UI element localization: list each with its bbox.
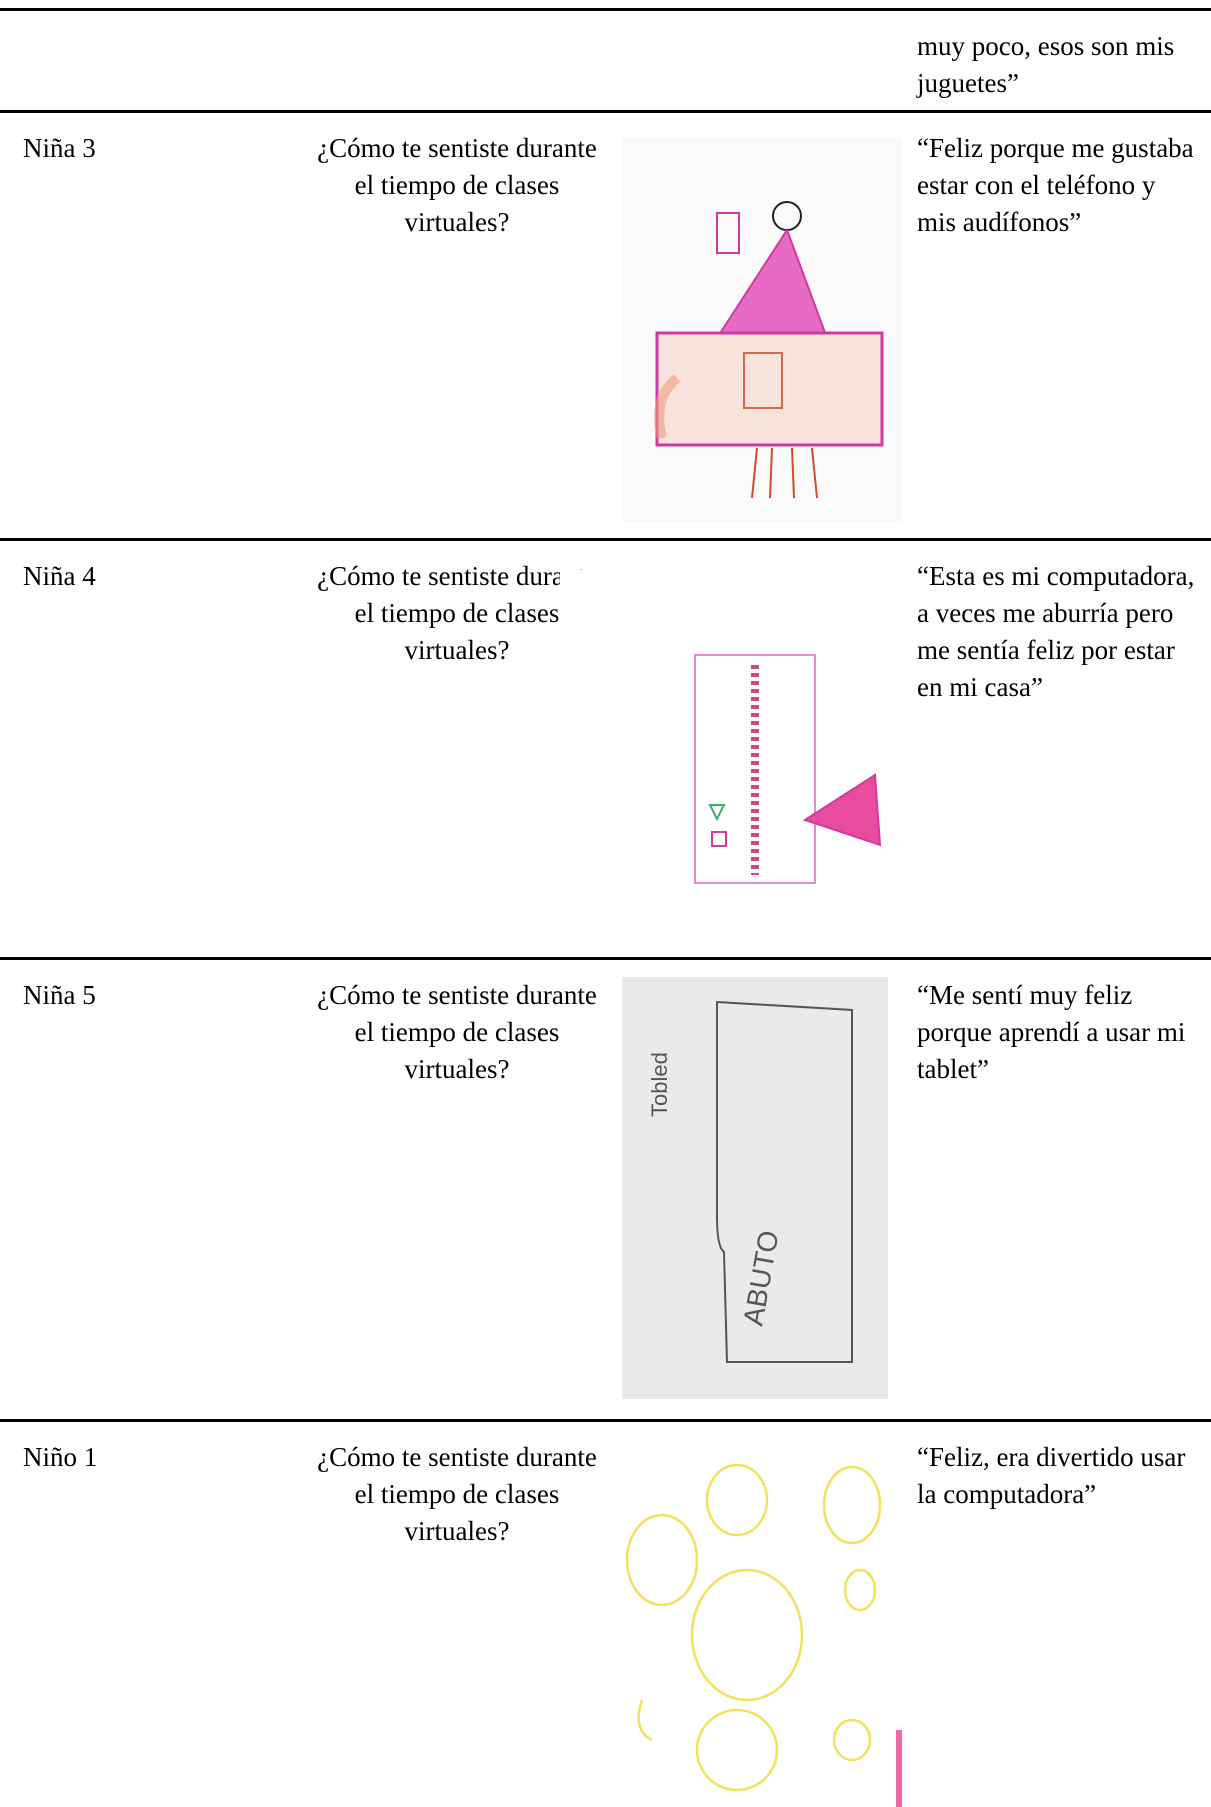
table-rule [0, 538, 1211, 541]
question: ¿Cómo te sentiste durante el tiempo de c… [317, 980, 597, 1084]
question: ¿Cómo te sentiste durante el tiempo de c… [317, 133, 597, 237]
table-rule [0, 1419, 1211, 1422]
participant: Niña 4 [23, 561, 96, 591]
response: muy poco, esos son mis juguetes” [917, 31, 1175, 98]
response: “Feliz porque me gustaba estar con el te… [917, 133, 1194, 237]
drawing [622, 1440, 902, 1807]
participant: Niño 1 [23, 1442, 98, 1472]
table-rule [0, 110, 1211, 113]
participant: Niña 5 [23, 980, 96, 1010]
participant: Niña 3 [23, 133, 96, 163]
response: “Me sentí muy feliz porque aprendí a usa… [917, 980, 1186, 1084]
response: “Feliz, era divertido usar la computador… [917, 1442, 1186, 1509]
drawing [622, 138, 902, 522]
question: ¿Cómo te sentiste durante el tiempo de c… [317, 1442, 597, 1546]
table-rule [0, 957, 1211, 960]
table-rule [0, 8, 1211, 11]
response: “Esta es mi computadora, a veces me abur… [917, 561, 1195, 702]
drawing: Tobled ABUTO [622, 977, 888, 1399]
drawing [560, 570, 915, 930]
svg-text:Tobled: Tobled [647, 1052, 672, 1117]
question: ¿Cómo te sentiste durante el tiempo de c… [317, 561, 597, 665]
